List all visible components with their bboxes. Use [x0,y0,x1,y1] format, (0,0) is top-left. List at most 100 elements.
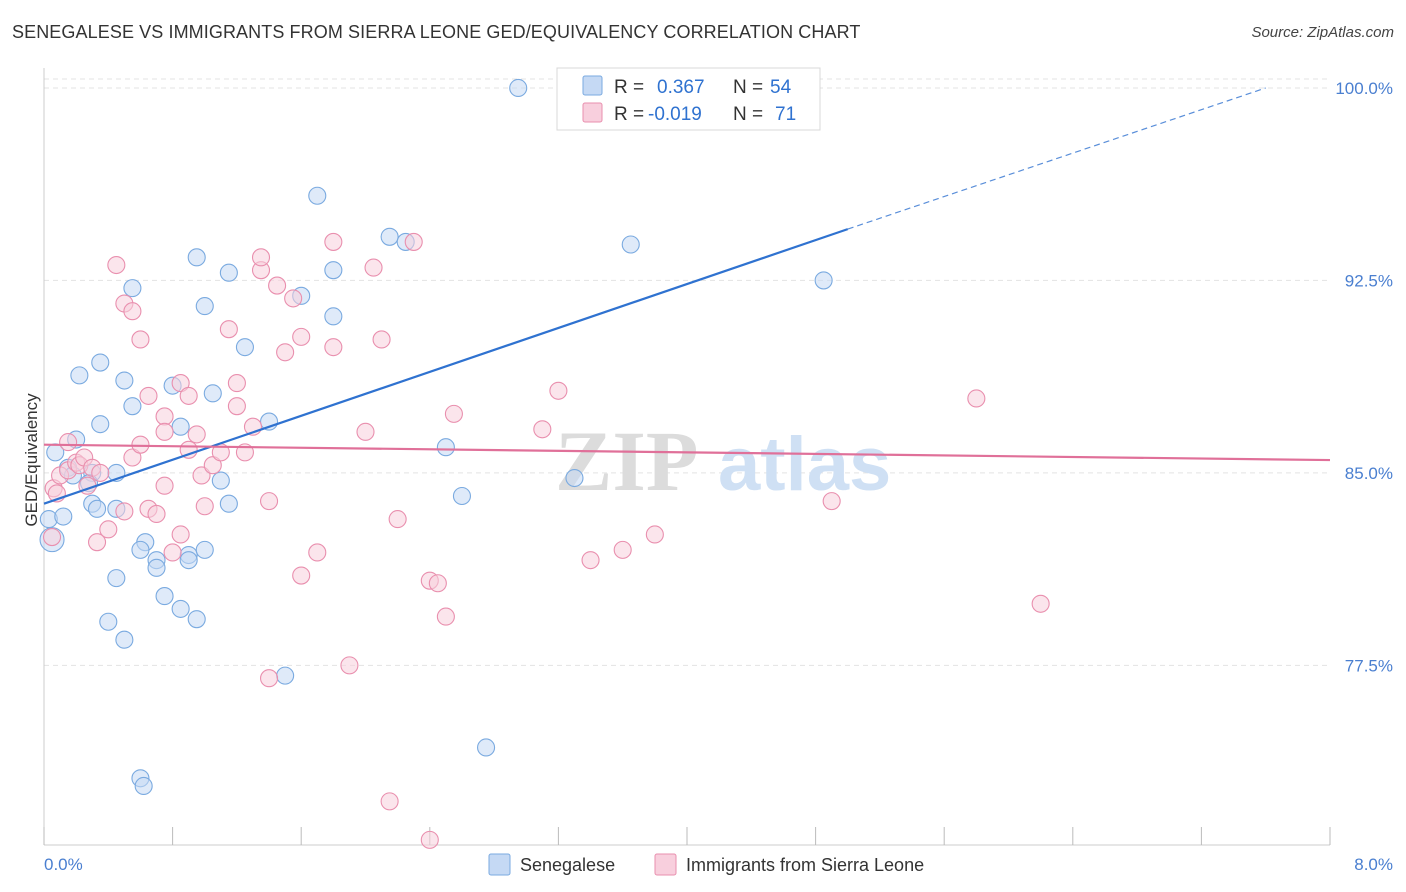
sierra-leone-point-24 [155,407,174,426]
sierra-leone-point-43 [251,248,271,267]
senegalese-point-10 [91,353,110,372]
sierra-leone-point-73 [1031,594,1050,613]
chart-title: SENEGALESE VS IMMIGRANTS FROM SIERRA LEO… [12,22,861,42]
senegalese-point-52 [477,738,496,757]
sierra-leone-point-14 [107,255,126,275]
sierra-leone-point-26 [155,422,174,441]
y-tick-labels: 100.0% 92.5% 85.0% 77.5% [1335,79,1393,675]
senegalese-point-47 [324,261,343,280]
senegalese-point-35 [187,248,206,267]
sierra-leone-point-48 [284,289,303,308]
top-legend: R = 0.367 N = 54 R = -0.019 N = 71 [556,67,821,131]
sierra-leone-point-53 [324,232,343,251]
sierra-leone-point-46 [268,276,287,295]
sierra-leone-point-25 [155,476,174,495]
sierra-leone-point-33 [192,466,211,485]
sierra-leone-point-45 [259,669,279,688]
sierra-leone-point-60 [404,232,423,251]
legend-r-label-0: R = [614,77,644,98]
sierra-leone-point-72 [967,389,986,408]
senegalese-point-14 [99,612,118,631]
watermark-atlas: atlas [718,422,891,507]
sierra-leone-point-69 [613,540,632,559]
senegalese-point-7 [70,366,89,385]
bottom-legend-swatch-senegalese [488,853,511,876]
sierra-leone-point-66 [533,420,552,439]
sierra-leone-point-29 [171,374,190,393]
senegalese-point-49 [380,227,399,246]
watermark-zip: ZIP [555,413,698,509]
senegalese-point-40 [219,494,238,513]
senegalese-point-39 [211,471,230,490]
senegalese-point-13 [91,415,110,434]
legend-swatch-sierra-leone [582,102,603,123]
sierra-leone-trend-line [43,443,1331,462]
senegalese-point-46 [308,186,327,205]
senegalese-point-17 [115,630,134,649]
sierra-leone-point-56 [364,258,383,277]
senegalese-point-29 [171,599,190,618]
sierra-leone-point-30 [179,386,198,405]
senegalese-point-19 [115,371,134,390]
y-tick-label-3: 77.5% [1345,656,1393,675]
sierra-leone-point-11 [91,463,110,482]
legend-n-value-1: 71 [775,104,796,125]
bottom-legend: Senegalese Immigrants from Sierra Leone [488,853,924,876]
y-tick-label-2: 85.0% [1345,464,1393,483]
sierra-leone-point-44 [259,492,279,511]
sierra-leone-point-61 [420,830,439,849]
sierra-leone-point-12 [87,533,107,552]
senegalese-point-36 [195,297,214,316]
sierra-leone-point-57 [372,330,391,349]
sierra-leone-point-58 [380,792,399,811]
sierra-leone-point-39 [227,374,246,393]
senegalese-point-38 [203,384,222,403]
sierra-leone-point-65 [444,404,463,423]
senegalese-point-15 [107,569,126,588]
legend-n-value-0: 54 [770,77,792,98]
sierra-leone-point-63 [428,574,447,593]
senegalese-trend-line [43,228,849,505]
data-points [39,78,1050,849]
bottom-legend-swatch-sierra-leone [654,853,677,876]
sierra-leone-point-71 [822,492,841,511]
bottom-legend-label-sierra-leone: Immigrants from Sierra Leone [686,855,924,875]
senegalese-point-44 [276,666,295,685]
trend-lines [43,87,1331,505]
x-tick-label-1: 8.0% [1354,855,1393,874]
sierra-leone-point-70 [645,525,664,544]
senegalese-point-34 [187,610,206,629]
x-tick-label-0: 0.0% [44,855,83,874]
sierra-leone-point-4 [59,433,78,452]
sierra-leone-point-47 [276,343,295,362]
legend-n-label-0: N = [733,77,763,98]
sierra-leone-point-52 [324,338,343,357]
sierra-leone-point-54 [340,656,359,675]
y-axis-title: GED/Equivalency [22,393,41,527]
senegalese-point-33 [179,551,198,570]
legend-n-label-1: N = [733,104,763,125]
senegalese-point-27 [155,587,174,606]
legend-r-label-1: R = [614,104,644,125]
legend-swatch-senegalese [582,75,603,96]
sierra-leone-point-34 [195,497,214,516]
y-tick-label-0: 100.0% [1335,79,1393,98]
senegalese-point-31 [171,417,190,436]
bottom-legend-label-senegalese: Senegalese [520,855,615,875]
senegalese-point-57 [814,271,833,290]
sierra-leone-point-59 [388,510,407,529]
sierra-leone-point-50 [292,566,311,585]
sierra-leone-point-23 [147,504,166,524]
sierra-leone-point-28 [171,525,190,544]
senegalese-point-41 [219,263,238,282]
senegalese-point-48 [324,307,343,326]
senegalese-point-20 [123,397,142,416]
sierra-leone-point-49 [292,327,311,346]
watermark: ZIP atlas [555,413,891,509]
chart-source: Source: ZipAtlas.com [1251,24,1394,41]
sierra-leone-point-13 [99,520,118,539]
legend-r-value-1: -0.019 [648,104,702,125]
senegalese-point-56 [621,235,640,254]
senegalese-point-54 [509,78,528,98]
